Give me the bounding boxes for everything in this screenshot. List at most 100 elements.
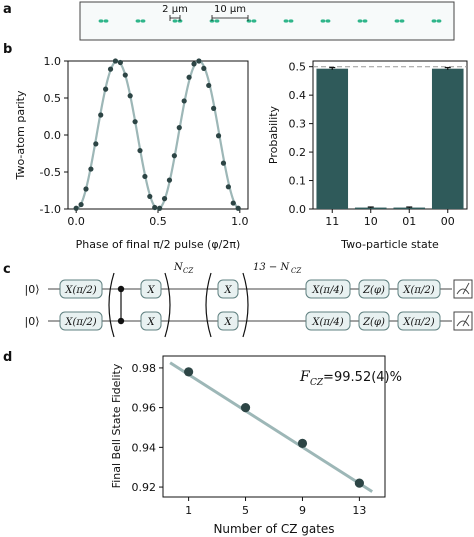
gate-x-b-1 xyxy=(217,311,239,331)
parity-point xyxy=(112,58,119,64)
parity-point xyxy=(142,173,148,180)
gate-x-pi2-in-1 xyxy=(59,311,103,331)
probability-ytick-label: 0.2 xyxy=(289,146,307,159)
parity-point xyxy=(176,125,182,131)
repeat-count-1-sub: CZ xyxy=(183,267,193,275)
atom-spot xyxy=(214,19,220,23)
atom-spot xyxy=(325,19,331,23)
probability-bar-11 xyxy=(316,68,349,209)
parity-point xyxy=(147,193,153,200)
gate-x-b-1-label: X xyxy=(223,317,232,328)
fidelity-ytick-label: 0.96 xyxy=(132,402,157,415)
fidelity-annotation-value: 99.52(4)% xyxy=(334,370,402,385)
parity-point xyxy=(117,59,123,66)
fidelity-xtick-label: 5 xyxy=(242,504,249,517)
repeat-count-2-sub: CZ xyxy=(291,267,301,275)
probability-xtick-label: 01 xyxy=(402,215,416,228)
parity-xtick-label: 1.0 xyxy=(231,215,249,228)
atom-spot xyxy=(98,19,104,23)
atom-spot xyxy=(140,19,146,23)
gate-z-phi-1-label: Z(φ) xyxy=(362,317,385,328)
probability-xtick-label: 00 xyxy=(441,215,455,228)
gate-z-phi-0-label: Z(φ) xyxy=(362,285,385,296)
probability-ylabel: Probability xyxy=(267,105,280,164)
parity-point xyxy=(127,93,133,99)
probability-ytick-label: 0.5 xyxy=(289,61,307,74)
fidelity-point xyxy=(297,438,308,448)
gate-x-a-0-label: X xyxy=(146,285,155,296)
gate-x-pi2-in-0 xyxy=(59,279,103,299)
parity-point xyxy=(235,205,241,211)
atom-spot xyxy=(394,19,400,23)
repeat-bracket-open-2 xyxy=(205,272,212,338)
gate-x-pi4-1-label: X(π/4) xyxy=(311,317,343,328)
parity-xtick-label: 0.0 xyxy=(67,215,85,228)
atom-spot xyxy=(362,19,368,23)
atom-spot xyxy=(431,19,437,23)
parity-point xyxy=(171,153,177,159)
repeat-count-1: N xyxy=(173,262,184,273)
parity-point xyxy=(211,105,217,111)
gate-x-b-0 xyxy=(217,279,239,299)
parity-point xyxy=(196,58,202,64)
parity-point xyxy=(93,141,99,147)
probability-xtick-label: 10 xyxy=(364,215,378,228)
gate-x-pi2-out-0-label: X(π/2) xyxy=(402,285,434,296)
parity-point xyxy=(122,72,128,78)
gate-x-pi4-0-label: X(π/4) xyxy=(311,285,343,296)
fidelity-xtick-label: 1 xyxy=(185,504,192,517)
gate-x-pi2-in-0-label: X(π/2) xyxy=(64,285,96,296)
gate-z-phi-1 xyxy=(358,311,390,331)
scale-bar-10um: 10 μm xyxy=(211,4,249,21)
probability-ytick-label: 0.4 xyxy=(289,89,307,102)
parity-point xyxy=(166,177,173,183)
ket-zero-0: |0⟩ xyxy=(25,283,40,296)
gate-x-b-0-label: X xyxy=(223,285,232,296)
fidelity-point xyxy=(184,367,194,377)
fidelity-annotation-sub: CZ xyxy=(310,378,324,388)
repeat-count-2: 13 − N xyxy=(253,262,290,273)
probability-bar-00 xyxy=(431,68,464,209)
parity-ytick-label: 0.5 xyxy=(44,92,62,105)
fidelity-xtick-label: 13 xyxy=(352,504,366,517)
gate-x-pi4-0 xyxy=(305,279,351,299)
parity-ylabel: Two-atom parity xyxy=(14,90,27,180)
gate-x-a-0 xyxy=(140,279,162,299)
atom-spot xyxy=(288,19,294,23)
repeat-bracket-close-2 xyxy=(242,272,249,338)
parity-point xyxy=(83,186,89,192)
parity-point xyxy=(225,184,231,190)
gate-x-pi4-1 xyxy=(305,311,351,331)
atom-spot xyxy=(283,19,289,23)
parity-point xyxy=(191,61,197,67)
cz-control-dot xyxy=(117,317,125,325)
gate-x-pi2-in-1-label: X(π/2) xyxy=(64,317,96,328)
parity-point xyxy=(78,201,84,208)
parity-point xyxy=(206,82,212,89)
atom-spot xyxy=(357,19,363,23)
gate-z-phi-0 xyxy=(358,279,390,299)
parity-xtick-label: 0.5 xyxy=(149,215,167,228)
probability-plot-frame xyxy=(312,60,468,210)
scale-label-10um: 10 μm xyxy=(214,4,246,15)
atom-spot xyxy=(399,19,405,23)
fidelity-ytick-label: 0.92 xyxy=(132,481,157,494)
panel-label-b: b xyxy=(3,42,13,57)
parity-ytick-label: 0.0 xyxy=(44,129,62,142)
probability-bar-10 xyxy=(354,207,387,209)
probability-ytick-label: 0.3 xyxy=(289,118,307,131)
fidelity-point xyxy=(240,403,251,413)
fidelity-xtick-label: 9 xyxy=(299,504,306,517)
parity-xlabel: Phase of final π/2 pulse (φ/2π) xyxy=(76,238,241,251)
scale-bar-2um: 2 μm xyxy=(162,4,188,21)
fidelity-plot-frame xyxy=(162,355,386,498)
panel-label-d: d xyxy=(3,350,13,365)
fidelity-ylabel: Final Bell State Fidelity xyxy=(110,363,123,488)
parity-point xyxy=(201,65,207,71)
panel-label-a: a xyxy=(3,2,12,17)
parity-point xyxy=(107,66,114,72)
parity-point xyxy=(73,205,79,211)
